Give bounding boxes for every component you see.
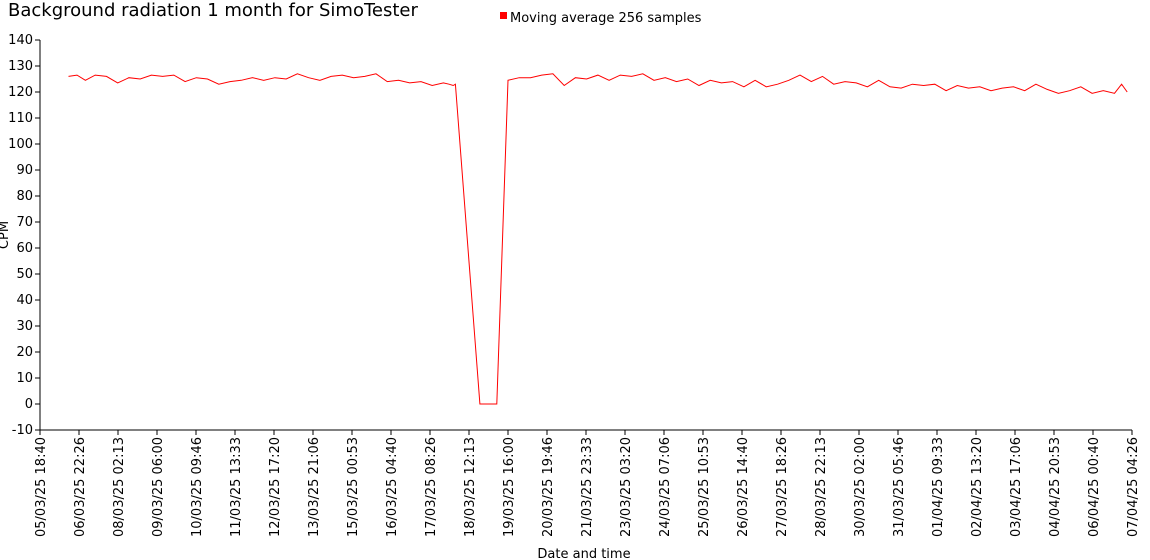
y-tick-label: 20 — [16, 345, 33, 360]
x-tick-label: 05/03/25 18:40 — [34, 437, 49, 537]
legend-swatch — [500, 12, 507, 19]
x-tick-label: 20/03/25 19:46 — [541, 437, 556, 537]
x-tick-label: 06/04/25 00:40 — [1087, 437, 1102, 537]
y-axis-label: CPM — [0, 221, 12, 249]
x-tick-label: 10/03/25 09:46 — [190, 437, 205, 537]
x-tick-label: 02/04/25 13:20 — [970, 437, 985, 537]
y-tick-label: 70 — [16, 215, 33, 230]
x-tick-label: 08/03/25 02:13 — [112, 437, 127, 537]
y-tick-label: 140 — [8, 33, 33, 48]
x-tick-label: 18/03/25 12:13 — [463, 437, 478, 537]
series-line — [68, 73, 1128, 405]
x-tick-label: 31/03/25 05:46 — [892, 437, 907, 537]
x-axis-label: Date and time — [537, 547, 630, 560]
x-axis: 05/03/25 18:40 06/03/25 22:26 08/03/25 02:… — [34, 429, 1141, 537]
x-tick-label: 30/03/25 02:00 — [853, 437, 868, 537]
legend-label: Moving average 256 samples — [510, 11, 702, 26]
x-tick-label: 04/04/25 20:53 — [1048, 437, 1063, 537]
y-tick-label: 80 — [16, 189, 33, 204]
y-tick-label: 110 — [8, 111, 33, 126]
x-tick-label: 06/03/25 22:26 — [73, 437, 88, 537]
x-tick-label: 01/04/25 09:33 — [931, 437, 946, 537]
x-tick-label: 23/03/25 03:20 — [619, 437, 634, 537]
y-tick-label: 90 — [16, 163, 33, 178]
y-tick-label: 130 — [8, 59, 33, 74]
x-tick-label: 16/03/25 04:40 — [385, 437, 400, 537]
x-tick-label: 17/03/25 08:26 — [424, 437, 439, 537]
x-tick-label: 19/03/25 16:00 — [502, 437, 517, 537]
x-tick-label: 28/03/25 22:13 — [814, 437, 829, 537]
x-tick-label: 26/03/25 14:40 — [736, 437, 751, 537]
y-tick-label: 100 — [8, 137, 33, 152]
y-axis: -10 0 10 20 30 40 50 60 70 80 90 100 110 120 130 140 — [8, 33, 41, 438]
x-tick-label: 11/03/25 13:33 — [229, 437, 244, 537]
y-tick-label: 40 — [16, 293, 33, 308]
y-tick-label: 0 — [25, 397, 33, 412]
x-tick-label: 15/03/25 00:53 — [346, 437, 361, 537]
y-tick-label: 60 — [16, 241, 33, 256]
x-tick-label: 07/04/25 04:26 — [1126, 437, 1141, 537]
y-tick-label: 50 — [16, 267, 33, 282]
y-tick-label: 120 — [8, 85, 33, 100]
x-tick-label: 25/03/25 10:53 — [697, 437, 712, 537]
x-tick-label: 27/03/25 18:26 — [775, 437, 790, 537]
x-tick-label: 24/03/25 07:06 — [658, 437, 673, 537]
y-tick-label: 10 — [16, 371, 33, 386]
chart-title: Background radiation 1 month for SimoTes… — [8, 0, 418, 21]
x-tick-label: 21/03/25 23:33 — [580, 437, 595, 537]
x-tick-label: 03/04/25 17:06 — [1009, 437, 1024, 537]
x-tick-label: 13/03/25 21:06 — [307, 437, 322, 537]
y-tick-label: 30 — [16, 319, 33, 334]
legend: Moving average 256 samples — [500, 11, 702, 26]
y-tick-label: -10 — [12, 423, 33, 438]
x-tick-label: 09/03/25 06:00 — [151, 437, 166, 537]
plot-area — [68, 73, 1128, 405]
x-tick-label: 12/03/25 17:20 — [268, 437, 283, 537]
